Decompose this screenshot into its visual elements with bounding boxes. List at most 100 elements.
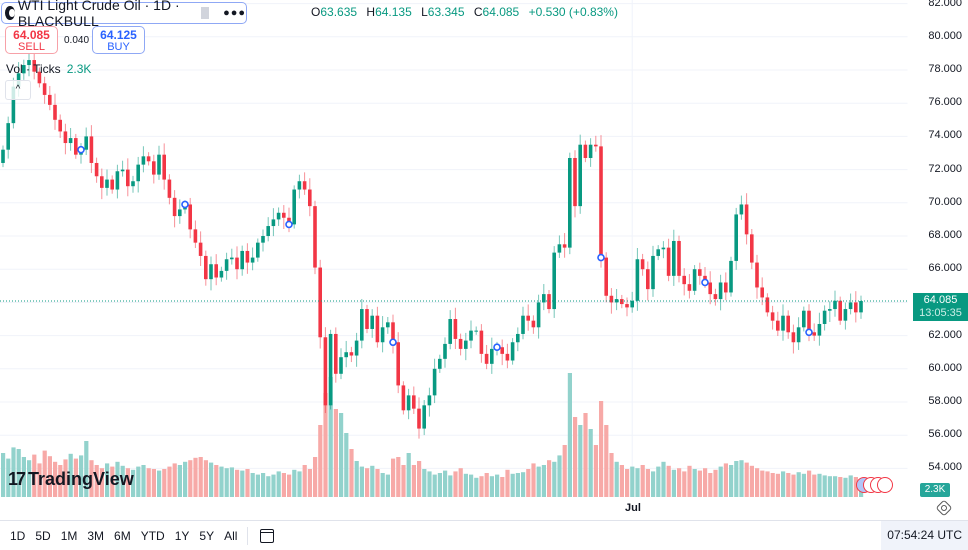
change-value: +0.530 (+0.83%) bbox=[528, 5, 618, 19]
buy-button[interactable]: 64.125 BUY bbox=[92, 26, 145, 54]
candle-body bbox=[94, 162, 99, 177]
candle-body bbox=[672, 240, 676, 276]
sell-button[interactable]: 64.085 SELL bbox=[5, 26, 58, 54]
period-5d[interactable]: 5D bbox=[35, 528, 51, 543]
candle-body bbox=[427, 395, 432, 406]
candle-body bbox=[250, 257, 255, 263]
candle-body bbox=[812, 332, 816, 336]
go-to-date-calendar-icon[interactable] bbox=[260, 528, 275, 543]
candle-body bbox=[651, 255, 655, 290]
symbol-title[interactable]: WTI Light Crude Oil · 1D · BLACKBULL ●●● bbox=[1, 0, 247, 29]
volume-bar bbox=[781, 471, 786, 497]
candle-body bbox=[786, 315, 790, 333]
period-all[interactable]: All bbox=[224, 528, 238, 543]
clock[interactable]: 07:54:24 UTC bbox=[881, 521, 968, 550]
volume-bar bbox=[625, 469, 630, 497]
volume-bar bbox=[536, 466, 541, 497]
sell-label: SELL bbox=[18, 41, 45, 53]
volume-bar bbox=[417, 461, 422, 497]
volume-bar bbox=[250, 473, 255, 497]
event-marker-icon bbox=[181, 200, 189, 209]
last-price: 64.085 bbox=[923, 294, 958, 306]
volume-bar bbox=[469, 474, 474, 497]
period-ytd[interactable]: YTD bbox=[140, 528, 165, 543]
candle-body bbox=[833, 300, 837, 310]
ohlc-legend: O63.635 H64.135 L63.345 C64.085 +0.530 (… bbox=[311, 5, 618, 19]
price-tick-label: 68.000 bbox=[928, 229, 962, 241]
candle-body bbox=[266, 226, 270, 237]
candle-body bbox=[63, 131, 68, 144]
volume-bar bbox=[770, 473, 775, 497]
candle-body bbox=[583, 144, 588, 158]
candle-body bbox=[656, 249, 660, 256]
candle-body bbox=[620, 299, 624, 305]
candle-body bbox=[74, 138, 78, 155]
candle-body bbox=[219, 270, 224, 278]
volume-bar bbox=[495, 474, 500, 497]
period-3m[interactable]: 3M bbox=[87, 528, 105, 543]
candle-body bbox=[490, 348, 494, 364]
volume-bar bbox=[599, 401, 604, 497]
candle-body bbox=[677, 240, 681, 276]
candle-body bbox=[573, 157, 577, 207]
candle-body bbox=[807, 310, 811, 333]
event-marker-icon bbox=[389, 338, 397, 347]
volume-value: 2.3K bbox=[66, 62, 92, 76]
period-1y[interactable]: 1Y bbox=[174, 528, 190, 543]
candle-body bbox=[178, 209, 182, 217]
candle-body bbox=[209, 264, 213, 280]
tradingview-logo[interactable]: 17 TradingView bbox=[8, 469, 134, 490]
volume-bar bbox=[422, 469, 427, 497]
volume-bar bbox=[406, 453, 411, 497]
collapse-legend-button[interactable]: ^ bbox=[5, 80, 31, 100]
volume-legend[interactable]: Vol · Ticks 2.3K bbox=[6, 62, 91, 76]
period-5y[interactable]: 5Y bbox=[199, 528, 215, 543]
candle-body bbox=[698, 269, 702, 276]
volume-bar bbox=[479, 476, 484, 497]
candle-body bbox=[682, 275, 686, 285]
candle-body bbox=[822, 310, 827, 324]
candle-body bbox=[198, 242, 203, 256]
event-icon[interactable] bbox=[877, 477, 893, 493]
candle-body bbox=[760, 287, 764, 298]
period-1m[interactable]: 1M bbox=[60, 528, 78, 543]
economic-events[interactable] bbox=[856, 477, 893, 493]
candle-body bbox=[438, 358, 442, 369]
candle-body bbox=[334, 333, 338, 374]
volume-bar bbox=[734, 461, 739, 497]
last-price-tag: 64.085 13:05:35 bbox=[913, 293, 968, 321]
candle-body bbox=[448, 319, 452, 344]
volume-bar bbox=[328, 377, 333, 497]
volume-bar bbox=[157, 470, 162, 497]
candle-body bbox=[443, 343, 447, 359]
oil-drop-icon bbox=[5, 6, 15, 20]
candle-body bbox=[152, 161, 156, 175]
candle-body bbox=[666, 247, 671, 276]
more-horizontal-icon[interactable]: ●●● bbox=[223, 7, 246, 19]
candle-body bbox=[141, 156, 146, 165]
volume-bar bbox=[27, 460, 32, 497]
volume-bar bbox=[713, 469, 718, 497]
candle-body bbox=[406, 395, 411, 411]
candle-body bbox=[614, 299, 619, 303]
candle-body bbox=[521, 315, 525, 334]
candle-body bbox=[531, 320, 536, 328]
volume-bar bbox=[266, 476, 271, 497]
flag-icon[interactable] bbox=[200, 7, 210, 19]
candle-body bbox=[110, 179, 114, 190]
volume-bar bbox=[541, 465, 546, 497]
period-1d[interactable]: 1D bbox=[10, 528, 26, 543]
candle-body bbox=[770, 312, 775, 321]
volume-bar bbox=[323, 393, 328, 497]
candle-body bbox=[89, 136, 94, 163]
period-6m[interactable]: 6M bbox=[114, 528, 131, 543]
volume-bar bbox=[604, 425, 609, 497]
high-value: 64.135 bbox=[375, 5, 412, 19]
volume-bar bbox=[84, 441, 89, 497]
candle-body bbox=[53, 104, 57, 120]
volume-bar bbox=[515, 473, 520, 497]
volume-bar bbox=[214, 465, 219, 497]
candle-body bbox=[724, 282, 728, 293]
volume-bar bbox=[167, 466, 172, 497]
